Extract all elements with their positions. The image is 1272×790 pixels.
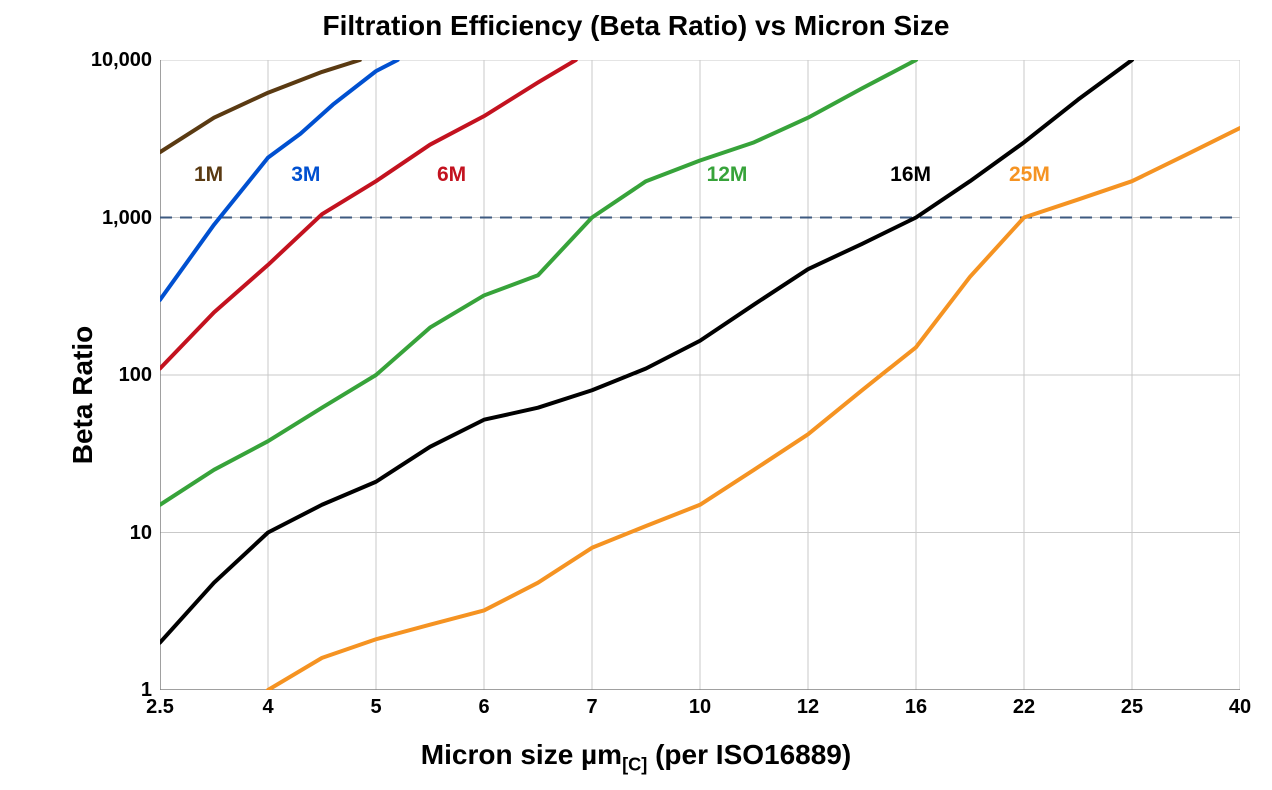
x-axis-label-prefix: Micron size µm [421,739,622,770]
chart-container: Filtration Efficiency (Beta Ratio) vs Mi… [0,0,1272,790]
plot-area [160,60,1240,690]
x-tick-label: 40 [1229,696,1251,719]
x-tick-label: 5 [370,696,381,719]
x-tick-label: 4 [262,696,273,719]
y-tick-label: 100 [119,364,152,387]
x-tick-label: 7 [586,696,597,719]
series-label-25M: 25M [1009,163,1050,187]
x-tick-label: 16 [905,696,927,719]
x-tick-label: 12 [797,696,819,719]
x-tick-label: 10 [689,696,711,719]
x-axis-label: Micron size µm[C] (per ISO16889) [0,739,1272,776]
series-label-12M: 12M [707,163,748,187]
series-label-6M: 6M [437,163,466,187]
series-label-16M: 16M [890,163,931,187]
y-tick-label: 10 [130,522,152,545]
x-tick-label: 6 [478,696,489,719]
x-tick-label: 25 [1121,696,1143,719]
x-axis-label-suffix: (per ISO16889) [647,739,851,770]
x-tick-label: 2.5 [146,696,174,719]
chart-title: Filtration Efficiency (Beta Ratio) vs Mi… [0,10,1272,42]
y-axis-label: Beta Ratio [67,326,99,464]
y-tick-label: 10,000 [91,49,152,72]
x-tick-label: 22 [1013,696,1035,719]
x-axis-label-subscript: [C] [622,755,647,775]
series-label-1M: 1M [194,163,223,187]
chart-svg [160,60,1240,690]
y-tick-label: 1,000 [102,207,152,230]
series-label-3M: 3M [291,163,320,187]
